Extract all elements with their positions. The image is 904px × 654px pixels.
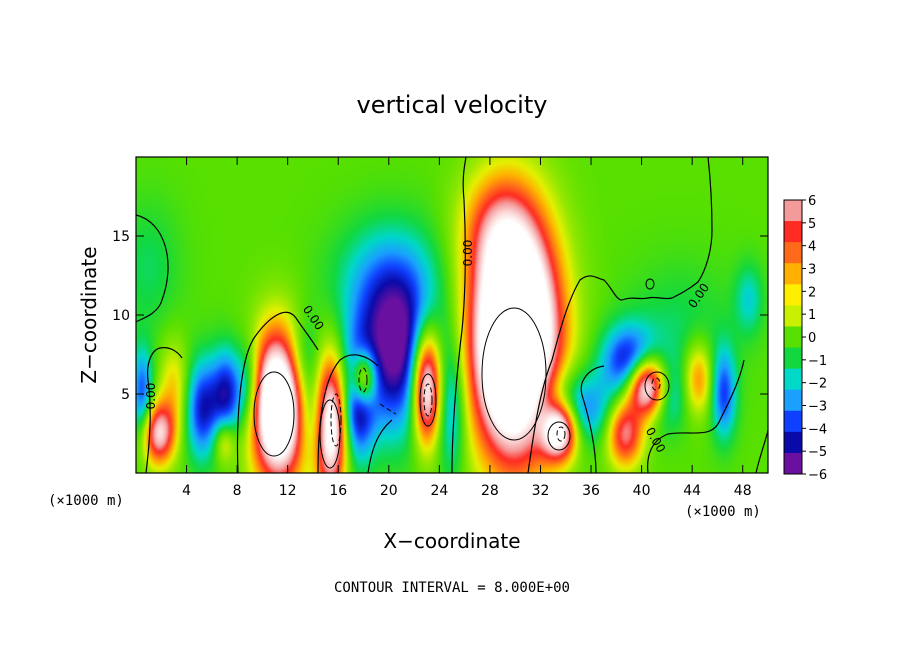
y-tick-label: 15	[112, 229, 130, 245]
colorbar-swatch	[784, 221, 802, 243]
x-tick-label: 48	[734, 483, 752, 499]
colorbar-label: 4	[808, 240, 816, 255]
colorbar-swatch	[784, 452, 802, 475]
colorbar-swatch	[784, 431, 802, 454]
x-tick-label: 12	[279, 483, 297, 499]
x-tick-label: 32	[532, 483, 550, 499]
positive-contour	[419, 373, 437, 427]
negative-contour	[379, 403, 397, 415]
x-tick-label: 40	[633, 483, 651, 499]
zero-contour	[647, 359, 745, 473]
x-tick-label: 16	[329, 483, 347, 499]
colorbar-label: 5	[808, 217, 816, 232]
colorbar-swatch	[784, 347, 802, 370]
colorbar-label: 2	[808, 285, 816, 300]
colorbar-label: −2	[808, 377, 827, 392]
small-contour	[645, 278, 655, 290]
x-tick-label: 28	[481, 483, 499, 499]
colorbar-swatch	[784, 389, 802, 412]
x-axis-unit-left: (×1000 m)	[48, 493, 124, 509]
colorbar-label: 1	[808, 308, 816, 323]
zero-contour	[755, 429, 768, 473]
colorbar-swatch	[784, 326, 802, 349]
zero-contour	[136, 214, 169, 323]
colorbar-label: −5	[808, 445, 827, 460]
x-tick-label: 36	[582, 483, 600, 499]
x-tick-label: 44	[683, 483, 701, 499]
zero-contour	[317, 354, 379, 473]
positive-contour	[481, 307, 547, 441]
chart-title: vertical velocity	[357, 91, 548, 119]
contour-label: 0.00	[144, 383, 158, 410]
contour-label: 0.00	[461, 240, 475, 267]
colorbar-label: 3	[808, 263, 816, 278]
negative-contour	[556, 426, 566, 442]
x-tick-label: 20	[380, 483, 398, 499]
y-axis-ticks: 5 10 15	[112, 229, 768, 403]
negative-contour	[330, 393, 342, 447]
colorbar-swatch	[784, 305, 802, 327]
negative-contour	[423, 383, 433, 417]
y-tick-label: 5	[121, 387, 130, 403]
x-axis-label: X−coordinate	[383, 529, 520, 553]
x-axis-ticks: 4 8 12 16 20 24 28 32 36 40 44 48	[182, 157, 752, 499]
zero-contour	[451, 157, 467, 473]
colorbar-label: −4	[808, 422, 827, 437]
colorbar-label: −3	[808, 400, 827, 415]
zero-contour	[367, 419, 393, 473]
y-tick-label: 10	[112, 308, 130, 324]
zero-contour	[145, 347, 183, 473]
positive-contour	[547, 421, 571, 451]
negative-contour	[651, 377, 661, 391]
colorbar-label: −1	[808, 354, 827, 369]
x-tick-label: 8	[233, 483, 242, 499]
plot-area: 0.00 0.00 0.00 0.00 0.00 4 8 12 16 20 24 28 32 3…	[112, 156, 769, 499]
x-tick-label: 4	[182, 483, 191, 499]
positive-contour	[644, 371, 670, 401]
contour-lines	[136, 157, 768, 473]
colorbar-swatch	[784, 368, 802, 391]
colorbar-label: 6	[808, 194, 816, 209]
colorbar-swatch	[784, 242, 802, 264]
positive-contour	[253, 371, 295, 457]
zero-contour	[527, 157, 713, 473]
colorbar-label: −6	[808, 468, 827, 483]
zero-contour	[236, 311, 319, 473]
zero-contour	[580, 365, 605, 473]
y-axis-label: Z−coordinate	[77, 246, 101, 383]
colorbar-label: 0	[808, 331, 816, 346]
x-tick-label: 24	[430, 483, 448, 499]
contour-interval-footer: CONTOUR INTERVAL = 8.000E+00	[334, 580, 570, 596]
velocity-field	[136, 157, 768, 473]
x-axis-unit-right: (×1000 m)	[685, 504, 761, 520]
colorbar-swatch	[784, 263, 802, 285]
colorbar-swatch	[784, 284, 802, 306]
positive-contour	[319, 399, 341, 469]
colorbar-swatch	[784, 410, 802, 433]
negative-contour	[358, 367, 368, 393]
colorbar: 6 5 4 3 2 1 0 −1 −2 −3 −4 −5 −6	[783, 194, 827, 483]
colorbar-swatch	[784, 200, 802, 222]
velocity-field-raster	[136, 157, 768, 473]
